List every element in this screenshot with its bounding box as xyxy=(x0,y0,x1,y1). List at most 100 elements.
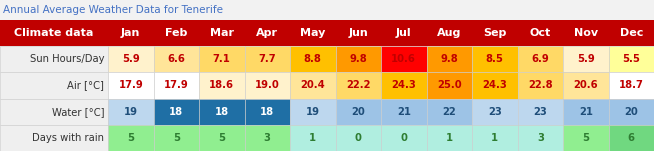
Bar xyxy=(290,98,336,125)
Text: 7.7: 7.7 xyxy=(258,54,276,64)
Bar xyxy=(517,125,563,151)
Bar xyxy=(290,46,336,72)
Bar xyxy=(154,125,199,151)
Text: 21: 21 xyxy=(579,107,593,117)
Text: 7.1: 7.1 xyxy=(213,54,231,64)
Bar xyxy=(245,72,290,98)
Text: 5.5: 5.5 xyxy=(623,54,640,64)
Text: 18: 18 xyxy=(260,107,274,117)
Text: 10.6: 10.6 xyxy=(391,54,416,64)
Text: 21: 21 xyxy=(397,107,411,117)
Bar xyxy=(608,125,654,151)
Text: 18: 18 xyxy=(215,107,229,117)
Text: 8.5: 8.5 xyxy=(486,54,504,64)
Text: 22: 22 xyxy=(442,107,456,117)
Bar xyxy=(199,46,245,72)
Bar xyxy=(336,72,381,98)
Bar xyxy=(517,46,563,72)
Bar xyxy=(154,72,199,98)
Text: 5: 5 xyxy=(128,133,134,143)
Bar xyxy=(290,125,336,151)
Text: Mar: Mar xyxy=(210,28,233,38)
Text: Air [°C]: Air [°C] xyxy=(67,80,104,90)
Text: 20.4: 20.4 xyxy=(300,80,325,90)
Text: 18: 18 xyxy=(169,107,183,117)
Text: 24.3: 24.3 xyxy=(483,80,507,90)
Bar xyxy=(563,46,608,72)
Bar xyxy=(381,98,426,125)
Bar xyxy=(154,98,199,125)
Text: 3: 3 xyxy=(264,133,271,143)
Text: 25.0: 25.0 xyxy=(437,80,462,90)
Text: 6.6: 6.6 xyxy=(167,54,185,64)
Text: 1: 1 xyxy=(309,133,317,143)
Bar xyxy=(563,98,608,125)
Text: 0: 0 xyxy=(355,133,362,143)
Text: Climate data: Climate data xyxy=(14,28,94,38)
Text: 1: 1 xyxy=(491,133,498,143)
Text: 24.3: 24.3 xyxy=(391,80,416,90)
Text: 17.9: 17.9 xyxy=(164,80,188,90)
Bar xyxy=(245,46,290,72)
Bar xyxy=(381,125,426,151)
Text: 5: 5 xyxy=(173,133,180,143)
Text: Sun Hours/Day: Sun Hours/Day xyxy=(29,54,104,64)
Bar xyxy=(381,72,426,98)
Text: Aug: Aug xyxy=(437,28,462,38)
Bar xyxy=(472,72,517,98)
Text: 5: 5 xyxy=(218,133,225,143)
Text: 17.9: 17.9 xyxy=(118,80,143,90)
Bar xyxy=(0,125,108,151)
Bar xyxy=(108,46,154,72)
Text: 8.8: 8.8 xyxy=(304,54,322,64)
Bar xyxy=(336,46,381,72)
Text: 20: 20 xyxy=(625,107,638,117)
Text: 9.8: 9.8 xyxy=(349,54,367,64)
Text: 18.6: 18.6 xyxy=(209,80,234,90)
Text: 19: 19 xyxy=(306,107,320,117)
Bar xyxy=(426,46,472,72)
Bar xyxy=(108,125,154,151)
Bar xyxy=(426,72,472,98)
Bar xyxy=(608,72,654,98)
Text: 23: 23 xyxy=(488,107,502,117)
Text: Annual Average Weather Data for Tenerife: Annual Average Weather Data for Tenerife xyxy=(3,5,223,15)
Text: 6.9: 6.9 xyxy=(531,54,549,64)
Bar xyxy=(472,98,517,125)
Text: Nov: Nov xyxy=(574,28,598,38)
Text: Feb: Feb xyxy=(165,28,188,38)
Bar xyxy=(290,72,336,98)
Bar xyxy=(199,98,245,125)
Bar xyxy=(336,125,381,151)
Bar xyxy=(472,46,517,72)
Text: 5.9: 5.9 xyxy=(577,54,594,64)
Text: Apr: Apr xyxy=(256,28,278,38)
Bar xyxy=(0,20,654,46)
Bar xyxy=(0,98,108,125)
Bar xyxy=(472,125,517,151)
Text: Sep: Sep xyxy=(483,28,506,38)
Bar xyxy=(426,125,472,151)
Bar xyxy=(517,72,563,98)
Text: Water [°C]: Water [°C] xyxy=(52,107,104,117)
Bar xyxy=(199,72,245,98)
Text: Jan: Jan xyxy=(121,28,141,38)
Text: 19.0: 19.0 xyxy=(255,80,280,90)
Bar xyxy=(154,46,199,72)
Bar xyxy=(108,98,154,125)
Bar xyxy=(563,125,608,151)
Bar xyxy=(245,125,290,151)
Text: 5.9: 5.9 xyxy=(122,54,139,64)
Bar xyxy=(517,98,563,125)
Text: 22.8: 22.8 xyxy=(528,80,553,90)
Text: Oct: Oct xyxy=(530,28,551,38)
Bar xyxy=(381,46,426,72)
Bar xyxy=(608,46,654,72)
Bar xyxy=(245,98,290,125)
Text: Days with rain: Days with rain xyxy=(32,133,104,143)
Text: 20.6: 20.6 xyxy=(574,80,598,90)
Bar xyxy=(0,46,108,72)
Text: 18.7: 18.7 xyxy=(619,80,644,90)
Bar xyxy=(108,72,154,98)
Text: May: May xyxy=(300,28,326,38)
